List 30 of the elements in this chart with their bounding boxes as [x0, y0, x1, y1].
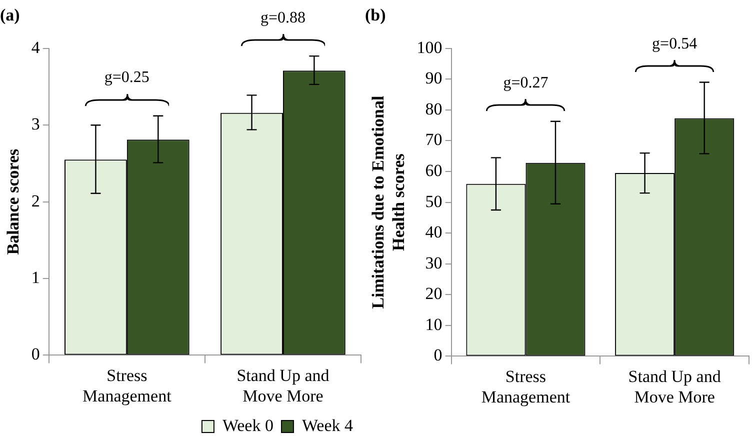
chart-title: (b)	[365, 6, 386, 25]
x-tick-label: Stress Management	[481, 366, 570, 406]
y-tick-label: 90	[425, 68, 442, 88]
y-axis-title: Balance scores	[4, 148, 23, 255]
y-tick-label: 80	[425, 99, 442, 118]
y-tick-label: 100	[416, 38, 442, 57]
y-tick-label: 20	[425, 284, 442, 304]
y-tick-label: 0	[434, 346, 442, 365]
y-tick-label: 40	[425, 222, 442, 242]
y-tick-label: 1	[31, 268, 40, 287]
y-tick-label: 10	[425, 314, 442, 334]
y-tick-label: 0	[31, 344, 40, 364]
y-tick-label: 70	[425, 130, 442, 150]
y-tick-label: 30	[425, 253, 442, 272]
x-tick-label: Stand Up and Move More	[236, 366, 330, 406]
text: g=0.88	[260, 9, 306, 26]
y-tick-label: 50	[425, 192, 442, 211]
chart-title: (a)	[0, 6, 20, 25]
x-tick-label: Stress Management	[82, 366, 172, 406]
annotation: g=0.27	[503, 74, 548, 92]
y-tick-label: 2	[31, 191, 40, 210]
legend-label: Week 4	[302, 416, 354, 435]
legend-label: Week 0	[222, 416, 274, 435]
annotation: g=0.54	[652, 35, 698, 52]
y-tick-label: 60	[425, 160, 442, 180]
y-axis-title: Limitations due to Emotional Health scores	[368, 96, 408, 309]
x-tick-label: Stand Up and Move More	[628, 366, 722, 406]
y-tick-label: 4	[31, 38, 40, 57]
y-tick-label: 3	[31, 114, 40, 134]
annotation: g=0.25	[104, 69, 150, 86]
